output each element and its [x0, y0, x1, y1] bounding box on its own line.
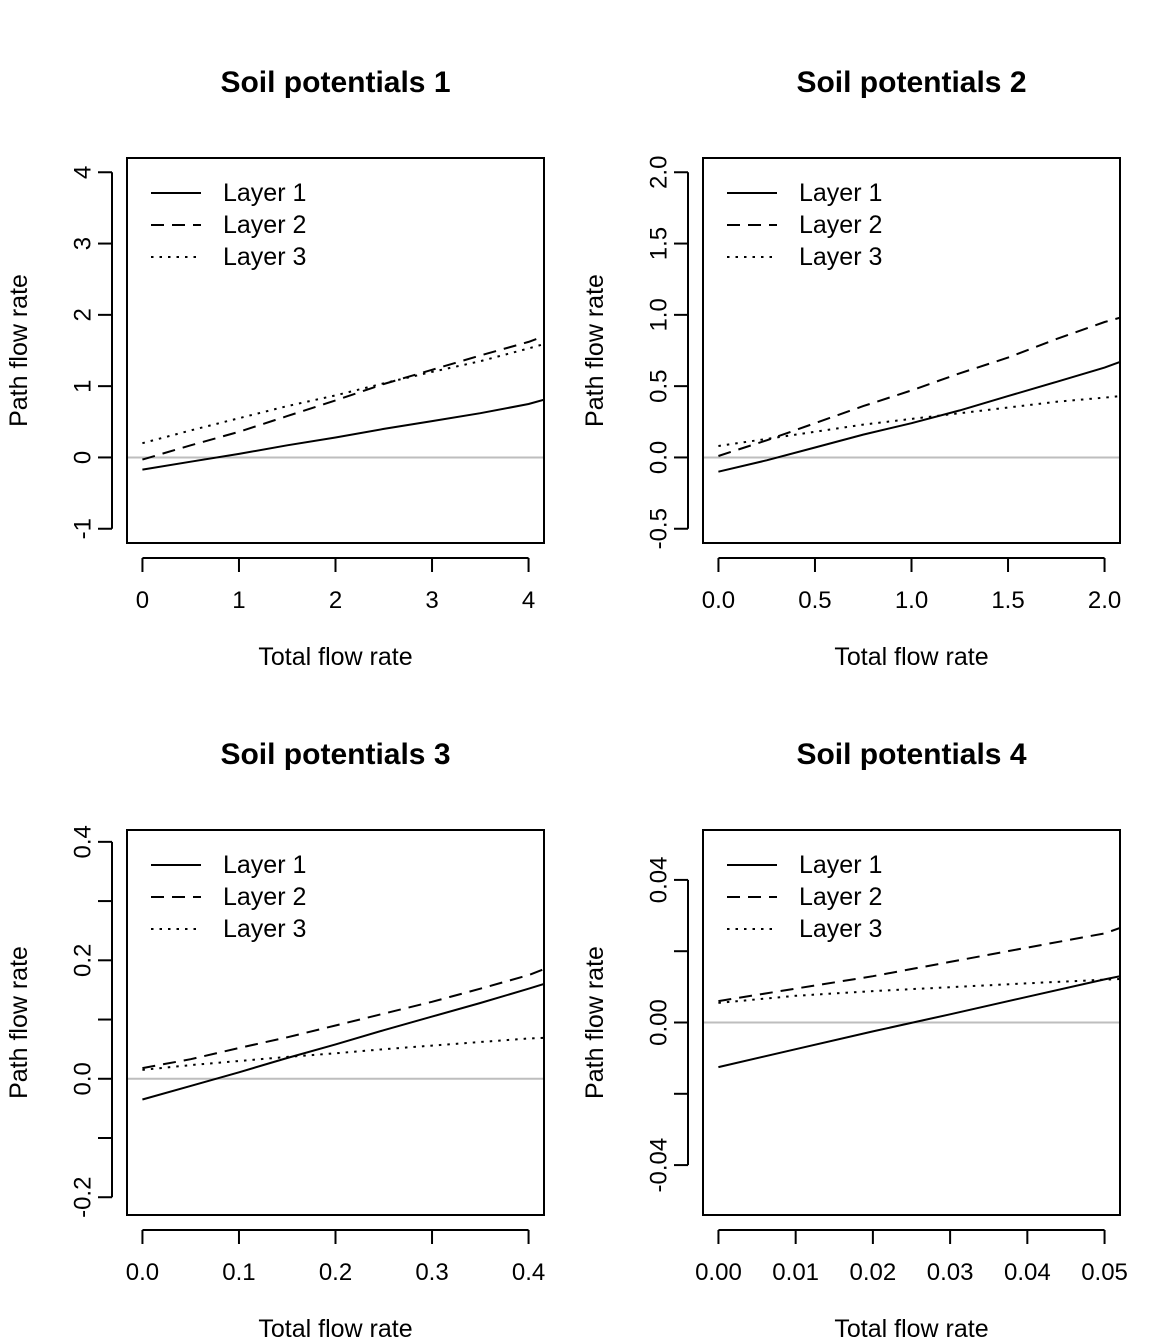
x-tick-label: 4 [522, 587, 535, 614]
y-tick-label: -1 [70, 518, 97, 539]
y-tick-label: 0.0 [70, 1062, 97, 1095]
plot-frame [126, 157, 545, 544]
x-axis: 0.00 0.01 0.02 0.03 0.04 0.05 Total flow rate [695, 1229, 1128, 1343]
y-tick-label: 0.2 [70, 944, 97, 977]
series-line-layer-2 [142, 968, 544, 1070]
legend-label-layer-2: Layer 2 [223, 883, 306, 911]
legend: Layer 1 Layer 2 Layer 3 [151, 851, 306, 943]
y-axis-label: Path flow rate [5, 274, 33, 427]
y-axis: -0.2 0.0 0.2 0.4 Path flow rate [5, 825, 113, 1218]
series-line-layer-3 [718, 978, 1120, 1004]
y-tick-label: 1 [70, 379, 97, 392]
x-tick-label: 0.04 [1004, 1259, 1051, 1286]
series-line-layer-1 [142, 983, 544, 1101]
series-line-layer-1 [142, 398, 544, 471]
legend-label-layer-1: Layer 1 [799, 851, 882, 879]
legend: Layer 1 Layer 2 Layer 3 [727, 179, 882, 271]
y-tick-label: 1.0 [646, 298, 673, 331]
plot-frame [702, 829, 1121, 1216]
panel-2: Soil potentials 2 0.0 0.5 1.0 1.5 2.0 Total fl… [581, 66, 1121, 671]
y-tick-label: 3 [70, 237, 97, 250]
series-line-layer-2 [142, 335, 544, 461]
plot-frame [702, 157, 1121, 544]
x-axis-label: Total flow rate [834, 1315, 988, 1343]
y-tick-label: 0.00 [646, 999, 673, 1046]
x-tick-label: 2 [329, 587, 342, 614]
legend-label-layer-2: Layer 2 [223, 211, 306, 239]
chart-title: Soil potentials 1 [220, 66, 450, 99]
legend-label-layer-1: Layer 1 [799, 179, 882, 207]
y-tick-label: 0.0 [646, 441, 673, 474]
series-line-layer-2 [718, 316, 1120, 457]
y-tick-label: 0.4 [70, 825, 97, 858]
x-tick-label: 0.0 [702, 587, 735, 614]
y-tick-label: 2 [70, 308, 97, 321]
y-axis-label: Path flow rate [581, 946, 609, 1099]
y-tick-label: 4 [70, 166, 97, 179]
y-axis-label: Path flow rate [5, 946, 33, 1099]
chart-title: Soil potentials 4 [796, 738, 1026, 771]
legend: Layer 1 Layer 2 Layer 3 [727, 851, 882, 943]
x-axis-label: Total flow rate [258, 1315, 412, 1343]
x-tick-label: 0.00 [695, 1259, 742, 1286]
series-line-layer-2 [718, 927, 1120, 1003]
x-tick-label: 1.0 [895, 587, 928, 614]
y-axis-label: Path flow rate [581, 274, 609, 427]
panel-3: Soil potentials 3 0.0 0.1 0.2 0.3 0.4 Total fl… [5, 738, 545, 1343]
legend-label-layer-3: Layer 3 [799, 243, 882, 271]
x-axis: 0.0 0.1 0.2 0.3 0.4 Total flow rate [126, 1229, 545, 1343]
legend-label-layer-3: Layer 3 [223, 915, 306, 943]
y-axis: -0.04 0.00 0.04 Path flow rate [581, 857, 689, 1193]
x-tick-label: 2.0 [1088, 587, 1121, 614]
y-tick-label: -0.04 [646, 1138, 673, 1193]
x-tick-label: 0.3 [415, 1259, 448, 1286]
plot-frame [126, 829, 545, 1216]
y-tick-label: 0.04 [646, 857, 673, 904]
x-axis-label: Total flow rate [258, 643, 412, 671]
series-line-layer-1 [718, 975, 1120, 1069]
x-axis-label: Total flow rate [834, 643, 988, 671]
panel-1: Soil potentials 1 0 1 2 3 4 Total flow rate -1 0… [5, 66, 545, 671]
chart-title: Soil potentials 2 [796, 66, 1026, 99]
x-axis: 0 1 2 3 4 Total flow rate [136, 557, 535, 671]
x-tick-label: 0.4 [512, 1259, 545, 1286]
panel-4: Soil potentials 40.00 0.01 0.02 0.03 0.04 0.0… [581, 738, 1128, 1343]
y-tick-label: 1.5 [646, 227, 673, 260]
legend-label-layer-1: Layer 1 [223, 851, 306, 879]
y-axis: -0.5 0.0 0.5 1.0 1.5 2.0 Path flow rate [581, 156, 689, 549]
legend-label-layer-3: Layer 3 [223, 243, 306, 271]
y-tick-label: -0.2 [70, 1177, 97, 1218]
y-axis: -1 0 1 2 3 4 Path flow rate [5, 166, 113, 539]
x-tick-label: 0.01 [772, 1259, 819, 1286]
x-axis: 0.0 0.5 1.0 1.5 2.0 Total flow rate [702, 557, 1121, 671]
legend-label-layer-2: Layer 2 [799, 211, 882, 239]
legend: Layer 1 Layer 2 Layer 3 [151, 179, 306, 271]
chart-title: Soil potentials 3 [220, 738, 450, 771]
legend-label-layer-2: Layer 2 [799, 883, 882, 911]
x-tick-label: 1 [232, 587, 245, 614]
y-tick-label: 0.5 [646, 369, 673, 402]
x-tick-label: 0.05 [1081, 1259, 1128, 1286]
y-tick-label: 0 [70, 451, 97, 464]
x-tick-label: 0.5 [798, 587, 831, 614]
x-tick-label: 0.0 [126, 1259, 159, 1286]
legend-label-layer-1: Layer 1 [223, 179, 306, 207]
y-tick-label: 2.0 [646, 156, 673, 189]
y-tick-label: -0.5 [646, 508, 673, 549]
x-tick-label: 0.1 [222, 1259, 255, 1286]
x-tick-label: 0.03 [927, 1259, 974, 1286]
x-tick-label: 0.2 [319, 1259, 352, 1286]
x-tick-label: 0 [136, 587, 149, 614]
x-tick-label: 3 [425, 587, 438, 614]
series-line-layer-3 [142, 343, 544, 445]
x-tick-label: 1.5 [991, 587, 1024, 614]
x-tick-label: 0.02 [850, 1259, 897, 1286]
legend-label-layer-3: Layer 3 [799, 915, 882, 943]
series-line-layer-1 [718, 360, 1120, 473]
